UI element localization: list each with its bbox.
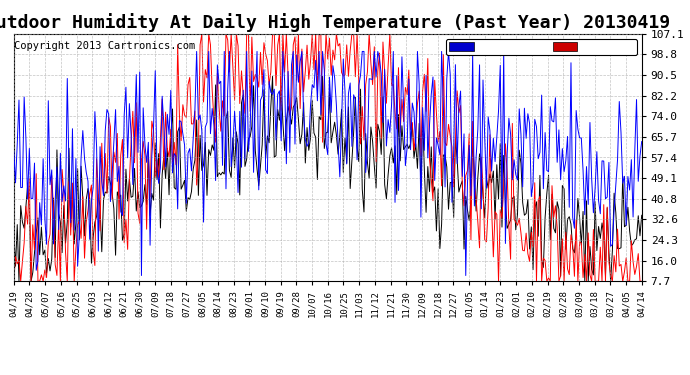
Text: Copyright 2013 Cartronics.com: Copyright 2013 Cartronics.com bbox=[14, 41, 196, 51]
Legend: Humidity (%), Temp (°F): Humidity (%), Temp (°F) bbox=[446, 39, 637, 55]
Title: Outdoor Humidity At Daily High Temperature (Past Year) 20130419: Outdoor Humidity At Daily High Temperatu… bbox=[0, 13, 670, 32]
